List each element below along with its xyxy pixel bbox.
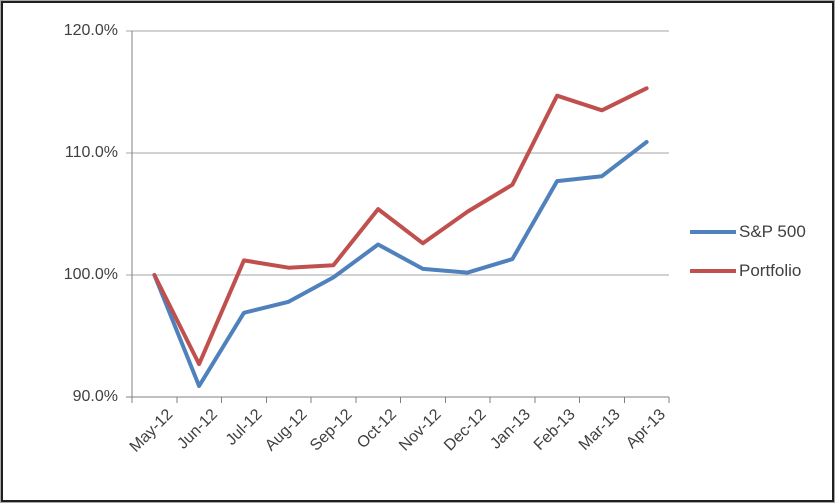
y-tick-label: 90.0%	[72, 388, 118, 405]
series-line-s-p-500[interactable]	[152, 140, 649, 388]
series-line-portfolio[interactable]	[152, 86, 649, 367]
legend-item-sp500[interactable]: S&P 500	[690, 222, 806, 242]
portfolio-line-swatch	[690, 269, 736, 273]
legend-label-sp500: S&P 500	[739, 222, 806, 241]
y-tick-label: 110.0%	[64, 144, 118, 161]
legend-label-portfolio: Portfolio	[739, 261, 802, 280]
y-tick-label: 120.0%	[63, 22, 118, 39]
y-tick-label: 100.0%	[63, 266, 118, 283]
sp500-line-swatch	[690, 230, 736, 234]
legend-item-portfolio[interactable]: Portfolio	[690, 261, 801, 281]
